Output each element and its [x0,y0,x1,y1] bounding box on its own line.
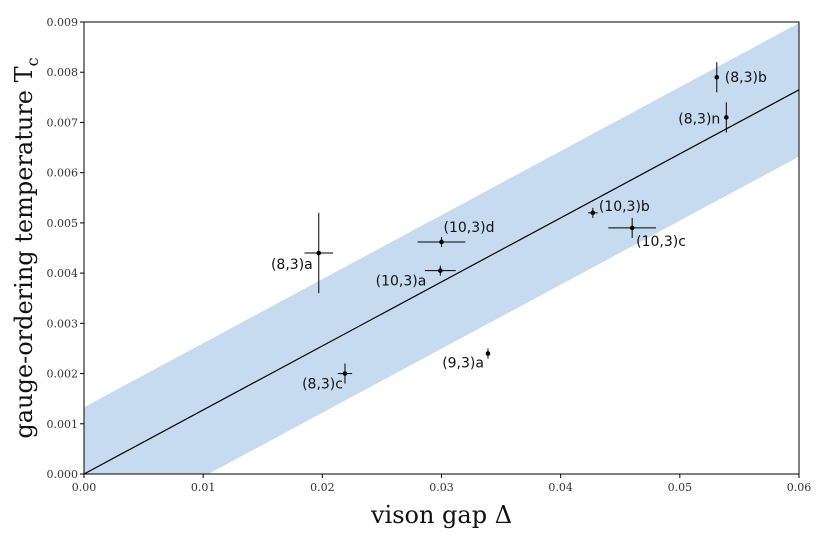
confidence-band [84,23,799,474]
data-point [485,348,491,359]
data-point [417,236,466,247]
point-label: (10,3)d [444,220,495,236]
y-tick-label: 0.006 [47,167,79,180]
data-point [424,265,456,276]
point-label: (10,3)a [376,274,427,290]
x-tick-label: 0.03 [429,481,454,494]
y-tick-label: 0.009 [47,16,79,29]
confidence-band-layer [84,23,799,474]
point-label: (9,3)a [442,355,484,371]
y-axis-label: gauge-ordering temperature Tc [10,57,42,438]
y-tick-label: 0.001 [47,418,79,431]
x-tick-label: 0.06 [787,481,812,494]
y-tick-label: 0.005 [47,217,79,230]
y-tick-label: 0.007 [47,116,79,129]
data-point [724,102,729,133]
y-tick-label: 0.000 [47,468,79,481]
point-marker [439,239,444,245]
point-labels-layer: (8,3)b (8,3)n (10,3)b (10,3)c (10,3)d (10,3)a… [271,70,767,392]
x-tick-label: 0.05 [668,481,693,494]
y-tick-label: 0.002 [47,368,79,381]
point-marker [485,351,491,356]
x-tick-label: 0.04 [548,481,573,494]
x-axis-label: vison gap Δ [370,501,512,529]
fit-line [84,89,799,474]
y-axis-label-main: gauge-ordering temperature T [10,66,38,438]
y-tick-label: 0.004 [47,267,79,280]
point-marker [342,371,348,376]
x-tick-label: 0.02 [310,481,335,494]
data-point [588,207,598,218]
point-marker [714,74,720,80]
data-point [304,212,334,294]
point-label: (8,3)a [271,257,313,273]
point-label: (10,3)b [599,199,650,215]
point-marker [590,210,596,216]
fit-line-layer [84,89,799,474]
point-label: (8,3)c [302,377,343,393]
data-points-layer [304,62,729,384]
x-axis-ticks: 0.00 0.01 0.02 0.03 0.04 0.05 0.06 [72,474,812,494]
y-tick-label: 0.008 [47,66,79,79]
data-point [714,62,720,93]
point-marker [629,225,635,231]
data-point [608,217,656,238]
point-marker [438,268,443,273]
point-label: (10,3)c [636,234,686,250]
y-axis-label-subscript: c [23,57,42,66]
x-tick-label: 0.01 [191,481,216,494]
x-tick-label: 0.00 [72,481,97,494]
y-axis-ticks: 0.000 0.001 0.002 0.003 0.004 0.005 0.006 0.007… [47,16,84,481]
y-tick-label: 0.003 [47,317,79,330]
point-label: (8,3)b [725,70,767,86]
point-marker [316,250,322,256]
point-marker [724,115,729,120]
point-label: (8,3)n [678,111,720,127]
data-point [337,363,353,384]
